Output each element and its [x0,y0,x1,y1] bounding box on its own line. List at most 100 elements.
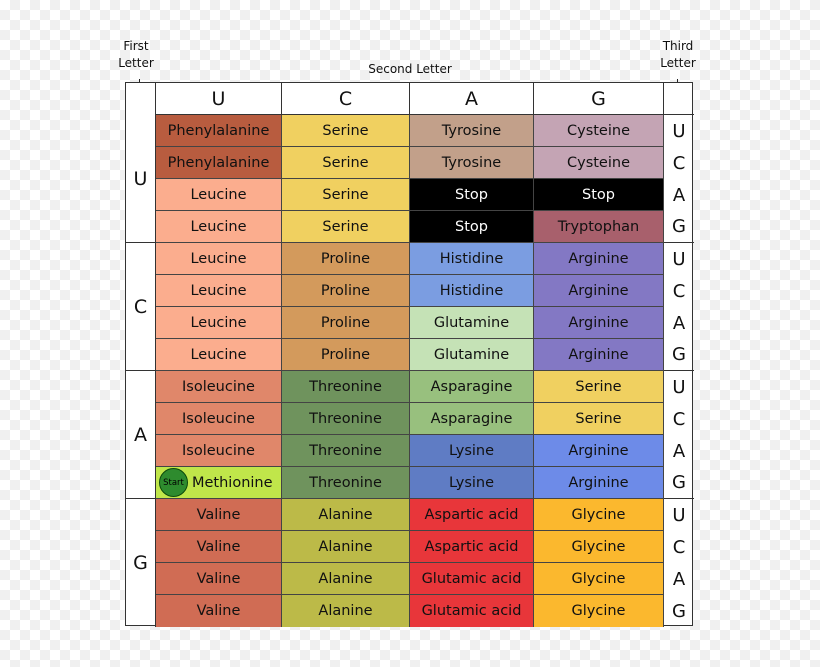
amino-acid-label: Arginine [568,346,629,363]
third-letter-C: C [672,152,686,174]
codon-cell: Isoleucine [156,403,282,435]
amino-acid-label: Isoleucine [182,378,255,395]
codon-cell: Arginine [534,307,664,339]
codon-cell: Glycine [534,563,664,595]
third-letter-G: G [672,600,686,622]
amino-acid-label: Serine [322,218,369,235]
second-letter-header-C: C [282,83,410,115]
codon-cell: Aspartic acid [410,499,534,531]
amino-acid-label: Proline [320,282,371,299]
third-letter-A: A [672,184,686,206]
codon-cell: Arginine [534,275,664,307]
amino-acid-label: Leucine [190,250,247,267]
amino-acid-label: Glutamic acid [421,603,522,619]
amino-acid-label: Stop [582,186,615,203]
third-letter-U: U [672,376,686,398]
amino-acid-label: Asparagine [430,378,513,395]
codon-cell: Alanine [282,499,410,531]
amino-acid-label: Leucine [190,314,247,331]
codon-cell: Asparagine [410,371,534,403]
codon-cell: Glycine [534,595,664,627]
amino-acid-label: Arginine [568,442,629,459]
amino-acid-label: Threonine [309,378,382,395]
amino-acid-label: Serine [322,154,369,171]
second-letter-label: Second Letter [368,62,452,76]
second-letter-header-U: U [156,83,282,115]
second-letter-header-G: G [534,83,664,115]
amino-acid-label: Arginine [568,250,629,267]
codon-cell: Threonine [282,435,410,467]
second-letter-header-A: A [410,83,534,115]
amino-acid-label: Arginine [568,314,629,331]
first-letter-A: A [126,371,156,499]
first-letter-G: G [126,499,156,627]
codon-cell: Start Methionine [156,467,282,499]
amino-acid-label: Glutamine [433,346,510,363]
amino-acid-label: Cysteine [566,154,630,171]
amino-acid-label: Methionine [192,474,273,491]
codon-cell: Serine [534,403,664,435]
amino-acid-label: Threonine [309,442,382,459]
third-letter-U: U [672,504,686,526]
amino-acid-label: Isoleucine [182,410,255,427]
codon-cell: Leucine [156,211,282,243]
amino-acid-label: Glycine [571,603,626,619]
codon-cell: Glutamic acid [410,595,534,627]
third-letter-C: C [672,280,686,302]
amino-acid-label: Asparagine [430,410,513,427]
amino-acid-label: Alanine [318,570,373,587]
amino-acid-label: Histidine [439,250,504,267]
third-letter-text: Third Letter [660,39,696,70]
codon-cell: Tyrosine [410,147,534,179]
codon-cell: Stop [410,179,534,211]
codon-cell: Leucine [156,339,282,371]
amino-acid-label: Proline [320,346,371,363]
codon-cell: Glutamine [410,307,534,339]
third-letter-C: C [672,408,686,430]
codon-cell: Valine [156,499,282,531]
amino-acid-label: Leucine [190,218,247,235]
third-letter-G: G [664,339,694,371]
codon-cell: Phenylalanine [156,115,282,147]
first-letter-label: First Letter [118,38,154,72]
codon-cell: Arginine [534,243,664,275]
codon-cell: Histidine [410,243,534,275]
amino-acid-label: Glycine [571,538,626,555]
amino-acid-label: Phenylalanine [167,154,270,171]
codon-cell: Glycine [534,531,664,563]
codon-cell: Isoleucine [156,371,282,403]
codon-cell: Lysine [410,435,534,467]
amino-acid-label: Arginine [568,282,629,299]
codon-table: U C A G U Phenylalanine Serine Tyrosine Cysteine… [125,82,694,627]
codon-cell: Leucine [156,307,282,339]
codon-cell: Isoleucine [156,435,282,467]
amino-acid-label: Cysteine [566,122,630,139]
codon-cell: Valine [156,531,282,563]
codon-cell: Leucine [156,275,282,307]
amino-acid-label: Alanine [318,603,373,619]
third-letter-A: A [672,312,686,334]
amino-acid-label: Valine [196,603,241,619]
amino-acid-label: Isoleucine [182,442,255,459]
amino-acid-label: Valine [196,538,241,555]
codon-cell: Arginine [534,467,664,499]
amino-acid-label: Threonine [309,474,382,491]
codon-cell: Arginine [534,435,664,467]
codon-cell: Cysteine [534,147,664,179]
codon-cell: Valine [156,563,282,595]
amino-acid-label: Leucine [190,186,247,203]
codon-cell: Glutamine [410,339,534,371]
third-letter-G: G [664,211,694,243]
amino-acid-label: Serine [575,378,622,395]
codon-cell: Serine [282,147,410,179]
codon-cell: Serine [282,115,410,147]
codon-cell: Stop [410,211,534,243]
amino-acid-label: Valine [196,570,241,587]
amino-acid-label: Leucine [190,282,247,299]
amino-acid-label: Glycine [571,570,626,587]
first-letter-text: First Letter [118,39,154,70]
codon-cell: Threonine [282,403,410,435]
third-letter-C: C [672,536,686,558]
amino-acid-label: Proline [320,250,371,267]
amino-acid-label: Glycine [571,506,626,523]
